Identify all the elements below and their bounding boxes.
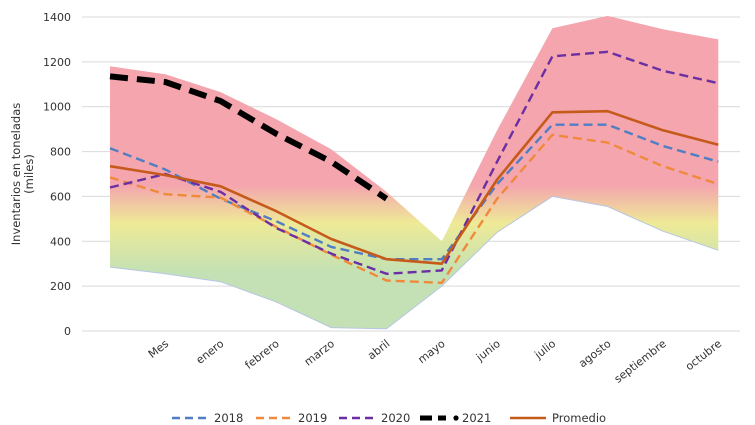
legend-item-2019: 2019 [256, 411, 327, 425]
legend-item-2021: 2021 [420, 411, 491, 425]
legend-label: 2018 [214, 411, 243, 425]
x-tick-label: julio [531, 337, 558, 362]
series-line-2021 [109, 73, 389, 202]
range-band-lower-edge [109, 195, 719, 330]
legend-label: 2019 [298, 411, 327, 425]
y-tick-label: 200 [50, 280, 71, 293]
range-band [110, 15, 719, 329]
x-tick-label: mayo [415, 337, 447, 366]
x-tick-label: Mes [146, 337, 172, 361]
x-tick-label: enero [194, 337, 227, 367]
legend-label: Promedio [552, 411, 606, 425]
x-tick-label: marzo [302, 337, 337, 369]
series-line-2020 [109, 50, 719, 275]
legend-swatch-dot [453, 415, 459, 421]
y-tick-label: 0 [64, 325, 71, 338]
legend-item-promedio: Promedio [510, 411, 606, 425]
y-axis-title: Inventarios en toneladas [9, 103, 23, 246]
legend-label: 2020 [381, 411, 410, 425]
y-axis-title: (miles) [22, 154, 36, 194]
y-tick-label: 400 [50, 235, 71, 248]
x-tick-label: agosto [576, 337, 614, 370]
series-line-2018 [109, 123, 719, 261]
x-tick-label: octubre [683, 337, 724, 373]
x-tick-label: abril [365, 337, 392, 362]
y-tick-label: 1200 [43, 56, 71, 69]
legend-item-2020: 2020 [339, 411, 410, 425]
legend-label: 2021 [462, 411, 491, 425]
x-tick-label: septiembre [612, 337, 669, 386]
series-line-promedio [109, 109, 719, 265]
y-tick-label: 600 [50, 190, 71, 203]
y-tick-label: 800 [50, 146, 71, 159]
x-tick-label: junio [473, 337, 503, 365]
x-tick-label: febrero [242, 337, 281, 372]
legend-item-2018: 2018 [172, 411, 243, 425]
y-tick-label: 1400 [43, 11, 71, 24]
y-tick-label: 1000 [43, 101, 71, 114]
series-line-2019 [109, 133, 719, 284]
